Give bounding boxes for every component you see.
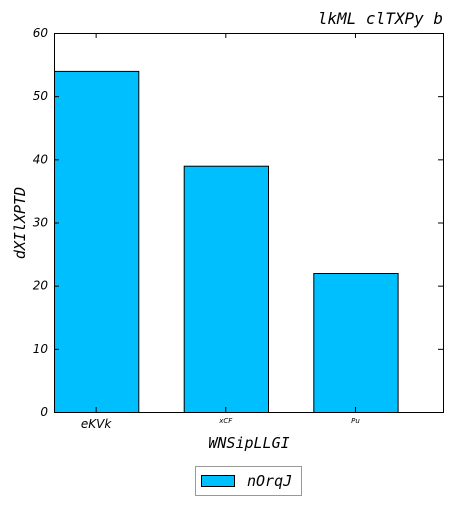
chart-title: lkML clTXPy b	[318, 9, 443, 28]
bar-eKVk	[54, 70, 140, 414]
x-axis-label: WNSipLLGI	[208, 434, 289, 452]
legend: nOrqJ	[195, 466, 302, 496]
x-tick-label: Pu	[351, 417, 360, 425]
y-tick-label: 40	[33, 152, 49, 166]
bar-xCF	[183, 165, 269, 413]
y-tick-label: 10	[33, 342, 49, 356]
y-tick-label: 50	[33, 89, 49, 103]
y-axis-label: dXIlXPTD	[11, 187, 29, 259]
x-tick-label: eKVk	[81, 417, 112, 431]
y-tick-label: 60	[33, 26, 49, 40]
bar-Pu	[313, 273, 399, 413]
x-tick-label: xCF	[218, 417, 233, 425]
y-tick-label: 30	[33, 216, 49, 230]
plot-area-frame	[54, 33, 444, 413]
legend-swatch	[201, 475, 235, 487]
y-tick-label: 20	[33, 279, 49, 293]
legend-label: nOrqJ	[247, 472, 292, 490]
y-tick-label: 0	[40, 405, 48, 419]
